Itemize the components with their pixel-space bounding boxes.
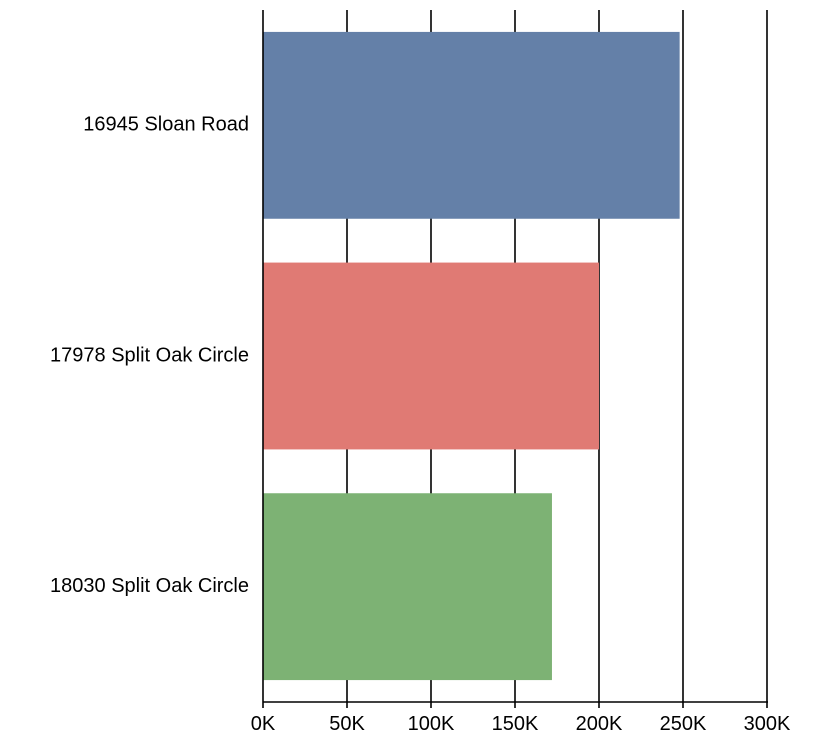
bar-0 bbox=[263, 31, 680, 219]
x-tick-label-1: 50K bbox=[329, 713, 365, 731]
category-label-1: 17978 Split Oak Circle bbox=[50, 344, 249, 366]
x-tick-label-2: 100K bbox=[408, 713, 455, 731]
x-tick-label-4: 200K bbox=[576, 713, 623, 731]
x-tick-label-3: 150K bbox=[492, 713, 539, 731]
bar-1 bbox=[263, 262, 599, 450]
category-label-0: 16945 Sloan Road bbox=[83, 114, 249, 136]
axis-layer bbox=[262, 10, 768, 708]
bar-2 bbox=[263, 493, 552, 681]
x-tick-label-5: 250K bbox=[660, 713, 707, 731]
label-layer: 16945 Sloan Road 17978 Split Oak Circle 18… bbox=[50, 114, 791, 735]
x-tick-label-0: 0K bbox=[251, 713, 276, 731]
bar-layer bbox=[263, 31, 680, 681]
x-tick-label-6: 300K bbox=[744, 713, 791, 731]
category-label-2: 18030 Split Oak Circle bbox=[50, 575, 249, 597]
